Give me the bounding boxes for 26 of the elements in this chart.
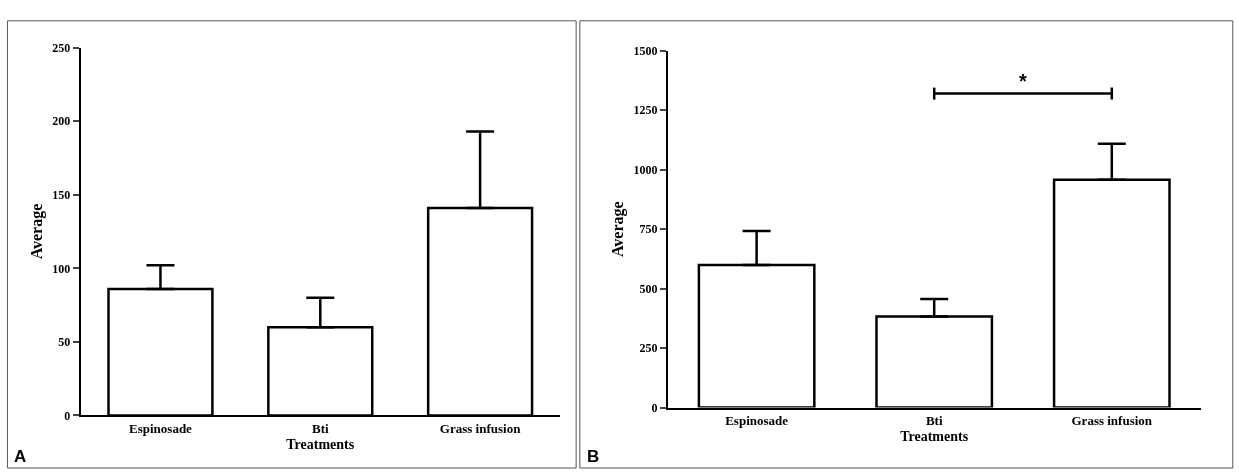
text: B	[587, 447, 600, 466]
y-axis-title: Average	[608, 201, 627, 258]
x-axis-title: Treatments	[286, 436, 355, 452]
x-tick-label: Bti	[925, 413, 943, 429]
y-tick-label: 150	[52, 187, 71, 202]
y-axis-title: Average	[27, 203, 46, 260]
text: A	[14, 447, 27, 466]
x-tick-label: Bti	[311, 421, 329, 437]
y-tick-label: 0	[651, 400, 658, 415]
x-tick-label: Espinosade	[129, 421, 193, 437]
x-tick-label: Espinosade	[725, 413, 789, 429]
y-tick-label: 200	[52, 114, 71, 129]
y-tick-label: 100	[52, 261, 71, 276]
y-tick-label: 1250	[633, 103, 658, 118]
y-tick-label: 250	[639, 341, 658, 356]
y-tick-label: 50	[58, 335, 71, 350]
y-tick-label: 0	[64, 408, 71, 423]
y-tick-label: 500	[639, 281, 658, 296]
annotation: *	[1019, 70, 1027, 92]
y-tick-label: 1500	[633, 43, 658, 58]
x-tick-label: Grass infusion	[439, 421, 522, 437]
x-axis-title: Treatments	[900, 429, 969, 445]
x-tick-label: Grass infusion	[1071, 413, 1153, 429]
y-tick-label: 250	[52, 40, 71, 55]
y-tick-label: 750	[639, 222, 658, 237]
y-tick-label: 1000	[633, 162, 658, 177]
